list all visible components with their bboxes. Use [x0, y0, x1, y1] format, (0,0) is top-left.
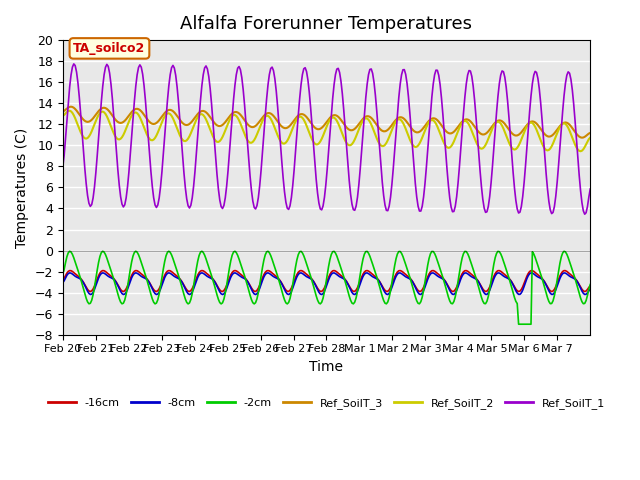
-8cm — [586, 287, 594, 292]
X-axis label: Time: Time — [310, 360, 344, 374]
Line: Ref_SoilT_2: Ref_SoilT_2 — [63, 111, 590, 151]
-16cm — [264, 268, 272, 274]
Ref_SoilT_3 — [585, 131, 593, 136]
Ref_SoilT_3 — [515, 132, 522, 138]
Ref_SoilT_2 — [515, 143, 522, 148]
Ref_SoilT_1 — [332, 72, 339, 78]
-2cm — [586, 282, 594, 288]
-16cm — [332, 268, 339, 274]
Line: -16cm: -16cm — [63, 271, 590, 291]
Ref_SoilT_3 — [586, 130, 594, 136]
Ref_SoilT_2 — [586, 135, 594, 141]
Title: Alfalfa Forerunner Temperatures: Alfalfa Forerunner Temperatures — [180, 15, 472, 33]
-2cm — [516, 321, 524, 327]
-2cm — [59, 271, 67, 277]
Y-axis label: Temperatures (C): Temperatures (C) — [15, 127, 29, 248]
Line: Ref_SoilT_3: Ref_SoilT_3 — [63, 107, 590, 138]
Ref_SoilT_1 — [78, 130, 86, 135]
-2cm — [332, 250, 339, 256]
-2cm — [436, 266, 444, 272]
Ref_SoilT_2 — [436, 131, 444, 136]
-8cm — [333, 272, 340, 277]
-2cm — [132, 248, 140, 254]
Ref_SoilT_2 — [332, 116, 339, 121]
Ref_SoilT_3 — [578, 135, 586, 141]
Ref_SoilT_1 — [70, 61, 77, 67]
Ref_SoilT_2 — [59, 113, 67, 119]
-2cm — [77, 276, 84, 282]
-16cm — [59, 277, 67, 283]
Ref_SoilT_3 — [436, 120, 444, 126]
Ref_SoilT_3 — [332, 112, 339, 118]
Ref_SoilT_3 — [67, 104, 75, 109]
Ref_SoilT_1 — [586, 186, 594, 192]
Ref_SoilT_2 — [577, 148, 584, 154]
-8cm — [252, 292, 259, 298]
-2cm — [515, 321, 522, 327]
Ref_SoilT_1 — [59, 164, 67, 170]
-8cm — [516, 291, 524, 297]
Ref_SoilT_3 — [78, 115, 86, 121]
-8cm — [93, 279, 101, 285]
Ref_SoilT_2 — [95, 112, 102, 118]
Text: TA_soilco2: TA_soilco2 — [74, 42, 145, 55]
-2cm — [585, 286, 593, 292]
-16cm — [436, 273, 444, 278]
Line: Ref_SoilT_1: Ref_SoilT_1 — [63, 64, 590, 214]
Ref_SoilT_3 — [95, 108, 102, 114]
Ref_SoilT_2 — [585, 136, 593, 142]
Ref_SoilT_1 — [581, 211, 589, 217]
Ref_SoilT_1 — [436, 82, 444, 88]
-16cm — [93, 276, 101, 282]
-16cm — [515, 288, 522, 294]
-8cm — [165, 270, 173, 276]
Line: -2cm: -2cm — [63, 251, 590, 324]
-8cm — [438, 275, 445, 281]
-8cm — [77, 276, 84, 282]
Ref_SoilT_3 — [59, 108, 67, 114]
-16cm — [77, 276, 84, 281]
Ref_SoilT_1 — [95, 134, 102, 140]
-16cm — [585, 285, 593, 290]
-8cm — [59, 280, 67, 286]
Legend: -16cm, -8cm, -2cm, Ref_SoilT_3, Ref_SoilT_2, Ref_SoilT_1: -16cm, -8cm, -2cm, Ref_SoilT_3, Ref_Soil… — [44, 393, 609, 413]
Line: -8cm: -8cm — [63, 273, 590, 295]
-16cm — [586, 283, 594, 289]
Ref_SoilT_2 — [78, 132, 86, 138]
Ref_SoilT_1 — [515, 210, 522, 216]
Ref_SoilT_1 — [585, 194, 593, 200]
-16cm — [581, 288, 589, 294]
Ref_SoilT_2 — [66, 108, 74, 114]
-8cm — [585, 288, 593, 294]
-2cm — [93, 267, 101, 273]
